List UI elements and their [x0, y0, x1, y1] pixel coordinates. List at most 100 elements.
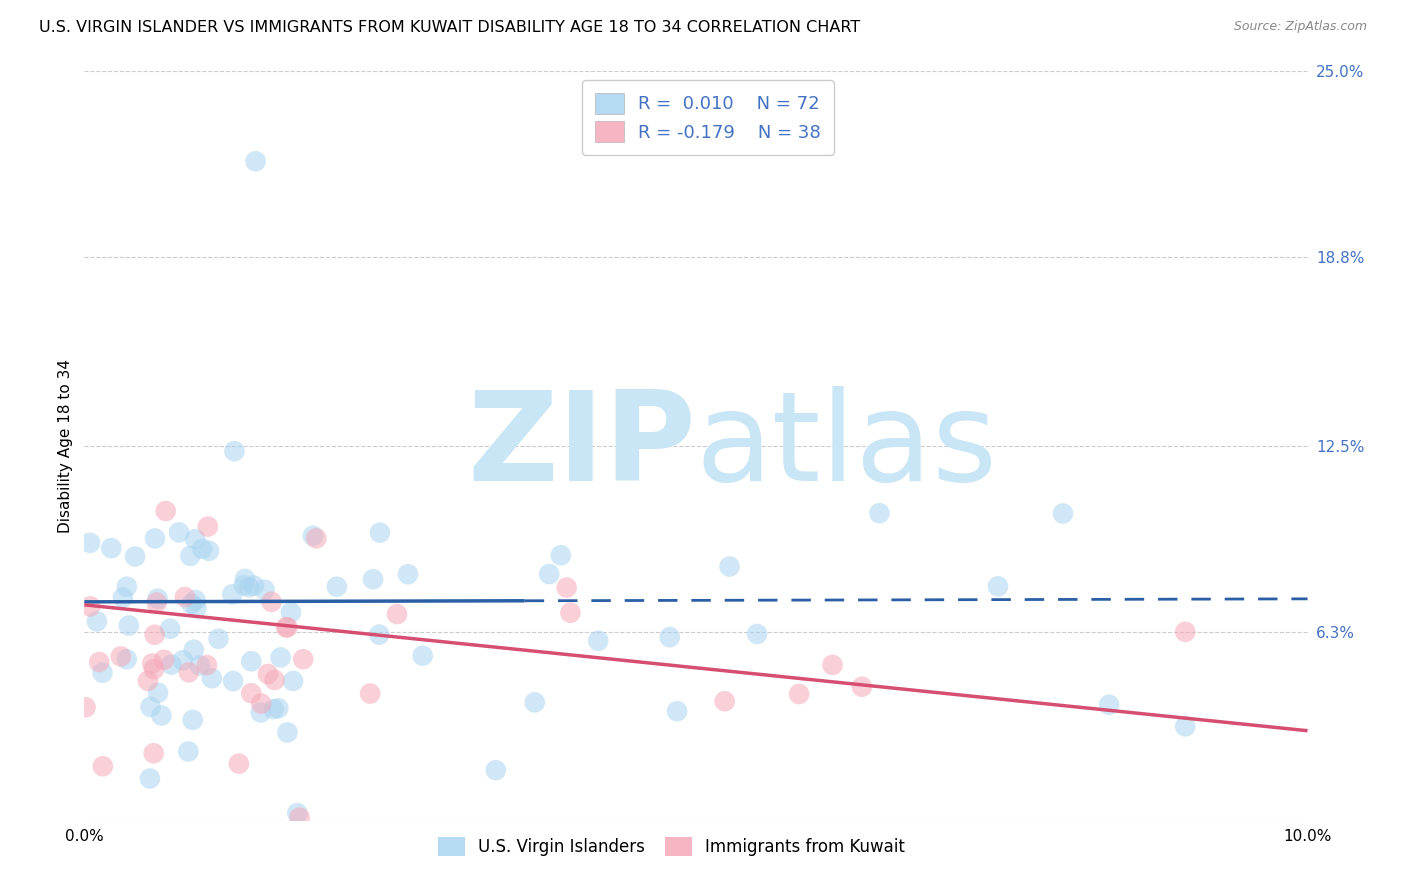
Text: U.S. VIRGIN ISLANDER VS IMMIGRANTS FROM KUWAIT DISABILITY AGE 18 TO 34 CORRELATI: U.S. VIRGIN ISLANDER VS IMMIGRANTS FROM …: [39, 20, 860, 35]
Point: [233, 572, 256, 586]
Point: [143, 532, 166, 546]
Point: [280, 605, 302, 619]
Point: [195, 658, 218, 673]
Point: [240, 654, 263, 668]
Point: [359, 687, 381, 701]
Point: [1174, 624, 1197, 639]
Point: [368, 525, 391, 540]
Point: [201, 671, 224, 685]
Point: [180, 597, 202, 611]
Point: [666, 704, 689, 718]
Point: [281, 673, 304, 688]
Point: [485, 763, 508, 777]
Point: [302, 529, 325, 543]
Point: [326, 580, 349, 594]
Point: [276, 620, 298, 634]
Point: [718, 559, 741, 574]
Point: [550, 548, 572, 562]
Point: [110, 649, 132, 664]
Point: [75, 700, 97, 714]
Point: [538, 567, 561, 582]
Point: [142, 746, 165, 760]
Point: [79, 599, 101, 614]
Point: [188, 658, 211, 673]
Text: atlas: atlas: [696, 385, 998, 507]
Point: [228, 756, 250, 771]
Point: [232, 578, 254, 592]
Point: [821, 657, 844, 672]
Point: [713, 694, 735, 708]
Point: [139, 699, 162, 714]
Point: [250, 697, 273, 711]
Point: [869, 506, 891, 520]
Point: [257, 667, 280, 681]
Point: [198, 544, 221, 558]
Point: [263, 702, 285, 716]
Point: [292, 652, 315, 666]
Point: [146, 591, 169, 606]
Point: [186, 601, 208, 615]
Point: [141, 657, 163, 671]
Point: [1174, 719, 1197, 733]
Point: [368, 627, 391, 641]
Point: [243, 579, 266, 593]
Point: [1052, 507, 1074, 521]
Point: [288, 811, 311, 825]
Point: [787, 687, 810, 701]
Point: [184, 532, 207, 546]
Point: [115, 580, 138, 594]
Point: [183, 642, 205, 657]
Point: [270, 650, 292, 665]
Point: [115, 652, 138, 666]
Point: [276, 725, 298, 739]
Point: [177, 744, 200, 758]
Point: [124, 549, 146, 564]
Point: [361, 572, 384, 586]
Point: [89, 655, 111, 669]
Point: [197, 519, 219, 533]
Point: [207, 632, 229, 646]
Point: [159, 622, 181, 636]
Point: [285, 806, 308, 821]
Point: [238, 580, 260, 594]
Point: [86, 615, 108, 629]
Point: [260, 595, 283, 609]
Point: [658, 630, 681, 644]
Point: [100, 541, 122, 555]
Point: [253, 582, 276, 597]
Text: ZIP: ZIP: [467, 385, 696, 507]
Point: [263, 673, 285, 687]
Y-axis label: Disability Age 18 to 34: Disability Age 18 to 34: [58, 359, 73, 533]
Point: [172, 653, 194, 667]
Point: [987, 579, 1010, 593]
Point: [305, 532, 328, 546]
Point: [79, 536, 101, 550]
Point: [160, 657, 183, 672]
Point: [222, 674, 245, 689]
Point: [179, 549, 201, 563]
Point: [143, 628, 166, 642]
Point: [167, 525, 190, 540]
Point: [136, 673, 159, 688]
Point: [221, 587, 243, 601]
Point: [91, 665, 114, 680]
Point: [267, 701, 290, 715]
Point: [560, 606, 582, 620]
Point: [555, 581, 578, 595]
Text: Source: ZipAtlas.com: Source: ZipAtlas.com: [1233, 20, 1367, 33]
Point: [385, 607, 408, 621]
Point: [412, 648, 434, 663]
Legend: U.S. Virgin Islanders, Immigrants from Kuwait: U.S. Virgin Islanders, Immigrants from K…: [430, 829, 914, 864]
Point: [747, 627, 769, 641]
Point: [184, 593, 207, 607]
Point: [153, 653, 176, 667]
Point: [586, 633, 609, 648]
Point: [146, 686, 169, 700]
Point: [118, 618, 141, 632]
Point: [249, 706, 271, 720]
Point: [177, 665, 200, 680]
Point: [173, 590, 195, 604]
Point: [245, 154, 267, 169]
Point: [111, 591, 134, 605]
Point: [150, 708, 173, 723]
